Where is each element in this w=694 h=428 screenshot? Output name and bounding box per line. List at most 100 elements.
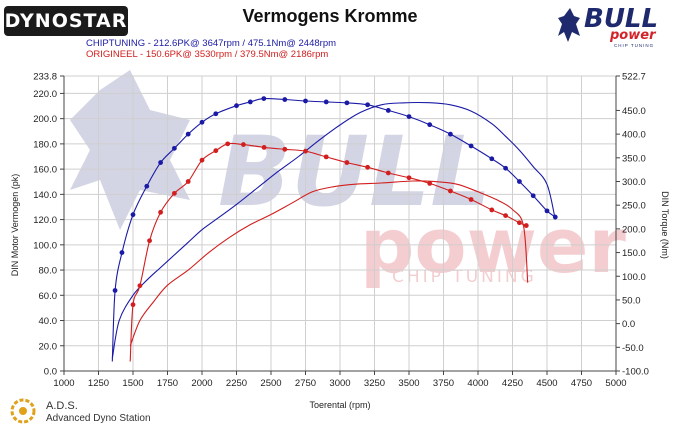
y-tick-label: 180.0: [33, 139, 57, 150]
origineel-torque-point: [130, 302, 136, 308]
origineel-torque-point: [523, 223, 529, 228]
y2-tick-label: 450.0: [622, 106, 646, 117]
y-tick-label: 233.8: [33, 72, 57, 83]
legend-chiptuning: CHIPTUNING - 212.6PK@ 3647rpm / 475.1Nm@…: [86, 38, 337, 49]
y-tick-label: 0.0: [44, 367, 57, 378]
series-layer: [111, 96, 558, 362]
origineel-torque-point: [503, 213, 508, 219]
ads-subtitle: Advanced Dyno Station: [46, 413, 151, 424]
chiptuning-torque-point: [385, 108, 391, 113]
chiptuning-torque-point: [172, 145, 177, 151]
origineel-torque-point: [199, 157, 205, 163]
chip-tuning-logo-text: CHIP TUNING: [614, 43, 655, 48]
y-tick-label: 120.0: [33, 215, 57, 226]
chiptuning-torque-point: [144, 183, 150, 189]
chiptuning-torque-point: [503, 165, 508, 171]
origineel-torque-point: [225, 141, 231, 147]
chiptuning-torque-point: [119, 250, 125, 255]
legend-origineel: ORIGINEEL - 150.6PK@ 3530rpm / 379.5Nm@ …: [86, 49, 329, 60]
chiptuning-torque-point: [468, 143, 474, 149]
ads-name: A.D.S.: [46, 400, 78, 412]
origineel-torque-point: [147, 238, 152, 244]
origineel-torque-point: [344, 160, 350, 165]
y-tick-label: 140.0: [33, 190, 57, 201]
x-tick-label: 3750: [433, 378, 454, 389]
chiptuning-torque-point: [448, 131, 453, 137]
chiptuning-torque-point: [303, 98, 308, 104]
x-tick-label: 4250: [502, 378, 523, 389]
origineel-torque-point: [282, 146, 288, 152]
origineel-torque-point: [427, 180, 433, 186]
x-tick-label: 2250: [226, 378, 247, 389]
chiptuning-torque-point: [130, 212, 136, 218]
y2-tick-label: 522.7: [622, 72, 646, 83]
x-tick-label: 1000: [53, 378, 74, 389]
y2-tick-label: 350.0: [622, 153, 646, 164]
chiptuning-torque-point: [112, 288, 118, 293]
x-tick-label: 2750: [295, 378, 316, 389]
chiptuning-torque-point: [158, 160, 164, 165]
x-tick-label: 1500: [122, 378, 143, 389]
x-tick-label: 2000: [191, 378, 212, 389]
x-tick-label: 4000: [467, 378, 488, 389]
legend: CHIPTUNING - 212.6PK@ 3647rpm / 475.1Nm@…: [86, 38, 336, 60]
bull-icon: [558, 8, 580, 42]
chiptuning-torque-point: [185, 131, 191, 137]
chiptuning-torque-point: [282, 97, 288, 102]
y2-tick-label: -50.0: [622, 343, 644, 354]
x-tick-label: 1250: [88, 378, 109, 389]
chiptuning-torque-point: [406, 114, 412, 119]
y-tick-label: 60.0: [39, 291, 58, 302]
chiptuning-torque-point: [344, 100, 350, 106]
y-tick-label: 200.0: [33, 114, 57, 125]
origineel-torque-point: [303, 148, 308, 154]
origineel-torque-point: [185, 179, 191, 184]
y2-tick-label: 0.0: [622, 319, 635, 330]
y2-axis-label: DIN Torque (Nm): [660, 191, 670, 259]
ads-footer: A.D.S. Advanced Dyno Station: [6, 396, 186, 426]
y2-tick-label: 300.0: [622, 177, 646, 188]
dynostar-logo: DYNOSTAR: [4, 6, 128, 36]
y2-tick-label: 150.0: [622, 248, 646, 259]
tick-labels: 1000 1250 1500 1750 2000 2250 2500 2750 3000 3250…: [33, 72, 649, 390]
y2-tick-label: 50.0: [622, 295, 641, 306]
x-tick-label: 4750: [571, 378, 592, 389]
y-axis-label: DIN Motor Vermogen (pk): [10, 174, 20, 277]
x-tick-label: 5000: [605, 378, 626, 389]
y2-tick-label: 100.0: [622, 272, 646, 283]
chiptuning-power-line: [111, 101, 556, 359]
chiptuning-torque-point: [323, 99, 329, 105]
chiptuning-torque-point: [247, 99, 253, 105]
ads-logo-icon: [10, 398, 36, 424]
watermark-bull: BULL: [218, 116, 491, 228]
origineel-torque-point: [365, 164, 370, 170]
chiptuning-torque-point: [213, 111, 219, 117]
y-tick-label: 160.0: [33, 165, 57, 176]
y-tick-label: 20.0: [39, 341, 58, 352]
chart-title: Vermogens Kromme: [242, 6, 418, 26]
x-tick-label: 2500: [260, 378, 281, 389]
y2-tick-label: 200.0: [622, 224, 646, 235]
origineel-torque-point: [489, 207, 495, 213]
origineel-power-line: [129, 180, 529, 347]
watermark-bull-icon: [70, 70, 190, 230]
dynostar-logo-text: DYNOSTAR: [4, 10, 128, 32]
origineel-torque-point: [468, 197, 474, 202]
y-tick-label: 220.0: [33, 89, 57, 100]
origineel-torque-point: [213, 148, 219, 154]
chiptuning-torque-point: [199, 119, 205, 125]
origineel-torque-point: [241, 142, 246, 147]
x-tick-label: 3250: [364, 378, 385, 389]
chiptuning-torque-point: [530, 193, 536, 199]
watermark-chip-tuning: CHIP TUNING: [392, 267, 537, 287]
chiptuning-torque-point: [517, 179, 522, 184]
chiptuning-torque-point: [365, 102, 370, 108]
x-tick-label: 4500: [536, 378, 557, 389]
origineel-torque-point: [137, 283, 143, 289]
y2-tick-label: -100.0: [622, 367, 649, 378]
origineel-torque-point: [158, 209, 164, 215]
y2-tick-label: 400.0: [622, 130, 646, 141]
y-tick-label: 80.0: [39, 266, 58, 277]
origineel-torque-point: [385, 170, 391, 176]
chiptuning-torque-point: [489, 156, 495, 162]
